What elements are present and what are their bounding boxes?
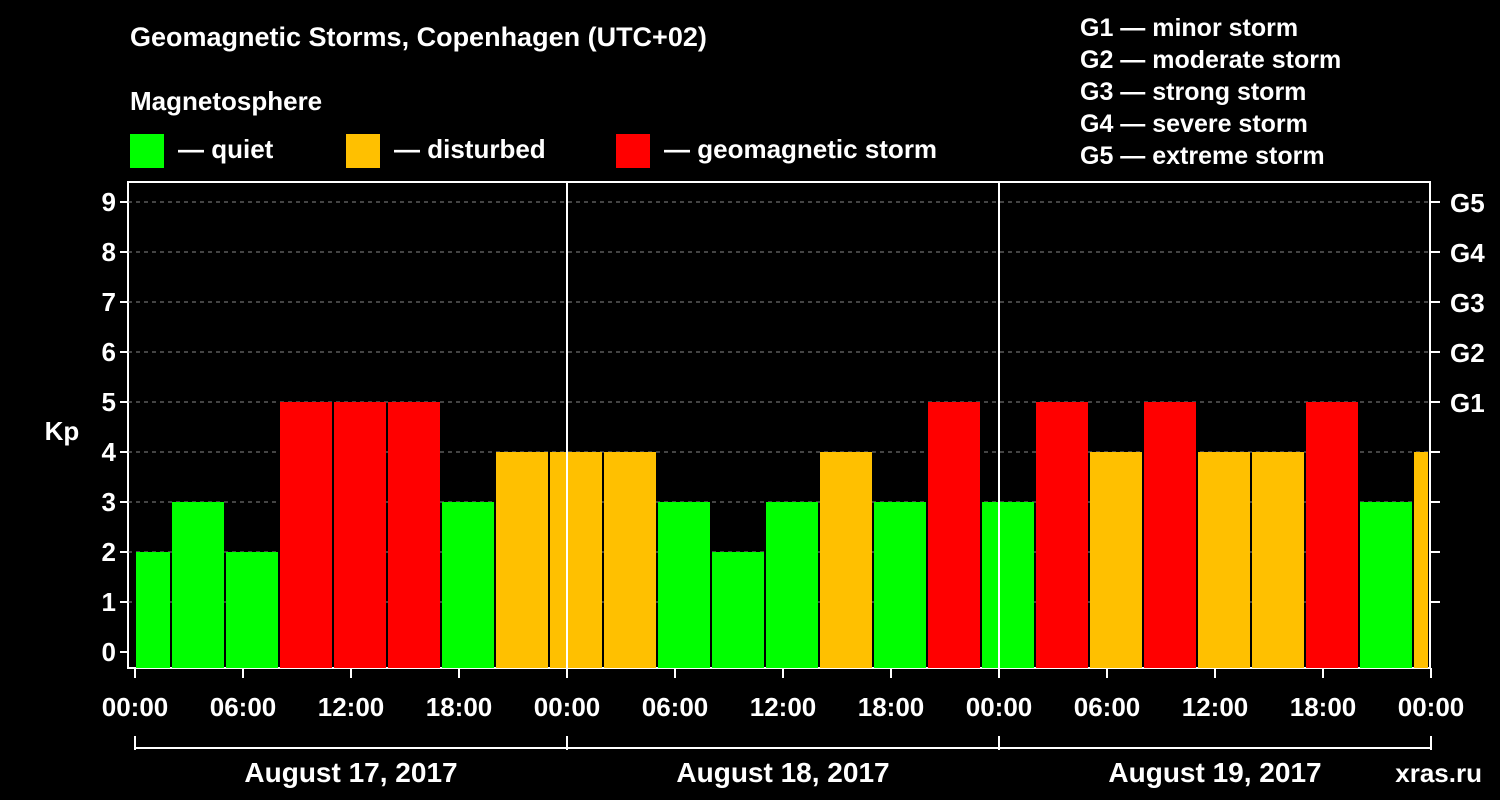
- kp-bar: [388, 402, 440, 668]
- x-tick-label: 18:00: [1290, 692, 1357, 722]
- y-tick-label: 0: [102, 637, 116, 667]
- x-tick-label: 06:00: [210, 692, 277, 722]
- kp-bar: [334, 402, 386, 668]
- storm-scale-g5: G5 — extreme storm: [1080, 142, 1325, 170]
- kp-bar: [874, 502, 926, 668]
- kp-bar: [1090, 452, 1142, 668]
- chart-title: Geomagnetic Storms, Copenhagen (UTC+02): [130, 22, 707, 52]
- legend-swatch-disturbed: [346, 134, 380, 168]
- kp-bar: [172, 502, 224, 668]
- x-tick-label: 12:00: [1182, 692, 1249, 722]
- legend-swatch-quiet: [130, 134, 164, 168]
- chart-subtitle: Magnetosphere: [130, 86, 323, 116]
- kp-bar: [550, 452, 602, 668]
- kp-bar: [496, 452, 548, 668]
- storm-scale-g2: G2 — moderate storm: [1080, 46, 1342, 74]
- storm-level-label: G3: [1450, 288, 1485, 318]
- x-tick-label: 12:00: [318, 692, 385, 722]
- x-tick-label: 18:00: [426, 692, 493, 722]
- day-label: August 17, 2017: [244, 757, 457, 788]
- y-tick-label: 9: [102, 187, 116, 217]
- kp-bar: [820, 452, 872, 668]
- kp-bar: [928, 402, 980, 668]
- kp-bar: [1360, 502, 1412, 668]
- storm-scale-g4: G4 — severe storm: [1080, 110, 1308, 138]
- x-tick-label: 00:00: [1398, 692, 1465, 722]
- y-tick-label: 2: [102, 537, 116, 567]
- y-tick-label: 8: [102, 237, 116, 267]
- x-tick-label: 00:00: [102, 692, 169, 722]
- kp-bar: [604, 452, 656, 668]
- storm-scale-g1: G1 — minor storm: [1080, 14, 1299, 42]
- y-tick-label: 4: [102, 437, 117, 467]
- kp-bar: [1144, 402, 1196, 668]
- storm-level-label: G2: [1450, 338, 1485, 368]
- storm-level-label: G5: [1450, 188, 1485, 218]
- kp-bar: [712, 552, 764, 668]
- kp-bar: [1306, 402, 1358, 668]
- x-tick-label: 00:00: [966, 692, 1033, 722]
- y-tick-label: 7: [102, 287, 116, 317]
- kp-bar: [1252, 452, 1304, 668]
- y-tick-label: 5: [102, 387, 116, 417]
- x-tick-label: 12:00: [750, 692, 817, 722]
- watermark: xras.ru: [1395, 758, 1482, 788]
- storm-level-label: G4: [1450, 238, 1485, 268]
- storm-level-label: G1: [1450, 388, 1485, 418]
- y-tick-label: 6: [102, 337, 116, 367]
- kp-bar: [1414, 452, 1428, 668]
- legend-swatch-storm: [616, 134, 650, 168]
- x-tick-label: 06:00: [1074, 692, 1141, 722]
- y-tick-label: 3: [102, 487, 116, 517]
- kp-bar: [226, 552, 278, 668]
- x-tick-label: 06:00: [642, 692, 709, 722]
- legend-label-storm: — geomagnetic storm: [664, 134, 938, 164]
- kp-bar: [136, 552, 170, 668]
- kp-bar: [658, 502, 710, 668]
- kp-bar: [982, 502, 1034, 668]
- kp-bar: [280, 402, 332, 668]
- day-label: August 19, 2017: [1108, 757, 1321, 788]
- kp-bar: [1198, 452, 1250, 668]
- y-axis-label: Kp: [45, 416, 80, 446]
- day-label: August 18, 2017: [676, 757, 889, 788]
- kp-bar: [442, 502, 494, 668]
- x-tick-label: 00:00: [534, 692, 601, 722]
- kp-bar: [1036, 402, 1088, 668]
- kp-bar: [766, 502, 818, 668]
- storm-scale-g3: G3 — strong storm: [1080, 78, 1307, 106]
- legend-label-disturbed: — disturbed: [394, 134, 546, 164]
- y-tick-label: 1: [102, 587, 116, 617]
- x-tick-label: 18:00: [858, 692, 925, 722]
- legend-label-quiet: — quiet: [178, 134, 274, 164]
